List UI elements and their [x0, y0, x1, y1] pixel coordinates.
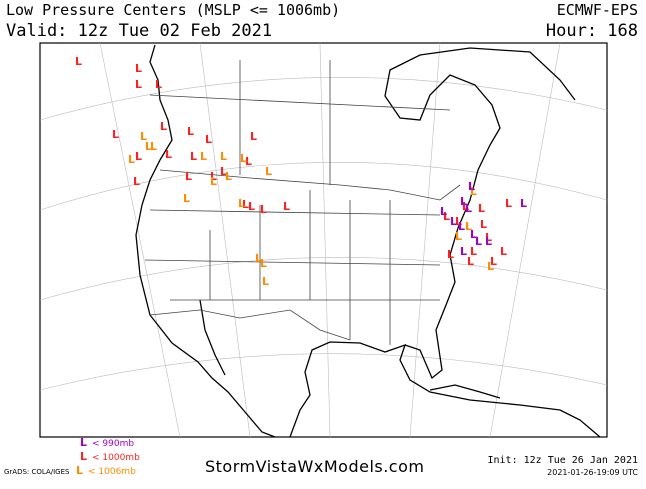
legend-marker: L	[80, 436, 87, 449]
low-center: L	[240, 152, 247, 165]
low-center: L	[485, 231, 492, 244]
credit: GrADS: COLA/IGES	[4, 468, 70, 476]
low-center: L	[487, 260, 494, 273]
low-center: L	[260, 203, 267, 216]
map-frame	[39, 42, 608, 438]
forecast-hour: Hour: 168	[546, 21, 638, 41]
low-center: L	[283, 200, 290, 213]
low-center: L	[140, 130, 147, 143]
low-center: L	[450, 215, 457, 228]
low-center: L	[470, 245, 477, 258]
legend-label: < 1006mb	[88, 467, 136, 477]
coastlines	[135, 44, 601, 438]
low-center: L	[447, 248, 454, 261]
low-center: L	[455, 215, 462, 228]
low-center: L	[458, 220, 465, 233]
low-center: L	[210, 170, 217, 183]
low-center: L	[505, 197, 512, 210]
low-center: L	[135, 62, 142, 75]
borders	[144, 60, 461, 345]
title: Low Pressure Centers (MSLP <= 1006mb)	[6, 1, 340, 19]
graticule	[39, 42, 608, 438]
low-center: L	[460, 245, 467, 258]
low-center: L	[155, 78, 162, 91]
low-center: L	[220, 150, 227, 163]
low-center: L	[462, 200, 469, 213]
low-center: L	[185, 170, 192, 183]
low-center: L	[265, 165, 272, 178]
low-center: L	[470, 185, 477, 198]
low-center: L	[475, 235, 482, 248]
low-center: L	[260, 257, 267, 270]
low-center: L	[470, 228, 477, 241]
low-center: L	[245, 155, 252, 168]
low-center: L	[128, 153, 135, 166]
timestamp: 2021-01-26-19:09 UTC	[547, 468, 638, 477]
low-center: L	[165, 148, 172, 161]
low-center: L	[242, 198, 249, 211]
legend-marker: L	[76, 464, 83, 477]
site: StormVistaWxModels.com	[205, 457, 424, 476]
legend-marker: L	[80, 450, 87, 463]
low-center: L	[220, 165, 227, 178]
low-center: L	[190, 150, 197, 163]
low-center: L	[133, 175, 140, 188]
low-center: L	[135, 150, 142, 163]
legend-label: < 990mb	[92, 439, 134, 449]
legend: L < 990mb L < 1000mb L < 1006mb	[76, 436, 140, 477]
low-center: L	[187, 125, 194, 138]
low-center: L	[183, 192, 190, 205]
low-center: L	[205, 133, 212, 146]
low-center: L	[460, 195, 467, 208]
low-center: L	[455, 230, 462, 243]
low-center: L	[520, 197, 527, 210]
low-center: L	[150, 140, 157, 153]
model: ECMWF-EPS	[557, 1, 638, 19]
low-center: L	[135, 78, 142, 91]
low-center: L	[255, 252, 262, 265]
low-center: L	[225, 170, 232, 183]
low-center: L	[465, 202, 472, 215]
low-center: L	[262, 275, 269, 288]
valid-time: Valid: 12z Tue 02 Feb 2021	[6, 21, 272, 41]
low-center: L	[485, 235, 492, 248]
low-center: L	[248, 200, 255, 213]
low-center: L	[250, 130, 257, 143]
low-center: L	[145, 140, 152, 153]
low-center: L	[480, 218, 487, 231]
low-center: L	[443, 210, 450, 223]
low-center: L	[478, 202, 485, 215]
low-center: L	[490, 255, 497, 268]
low-center: L	[468, 180, 475, 193]
low-center: L	[200, 150, 207, 163]
low-center: L	[112, 128, 119, 141]
init-time: Init: 12z Tue 26 Jan 2021	[487, 455, 638, 466]
low-center: L	[75, 55, 82, 68]
low-center: L	[500, 245, 507, 258]
legend-label: < 1000mb	[92, 453, 140, 463]
low-center: L	[238, 197, 245, 210]
low-center: L	[160, 120, 167, 133]
low-center: L	[210, 175, 217, 188]
low-center: L	[467, 255, 474, 268]
low-center: L	[465, 220, 472, 233]
low-center: L	[440, 205, 447, 218]
